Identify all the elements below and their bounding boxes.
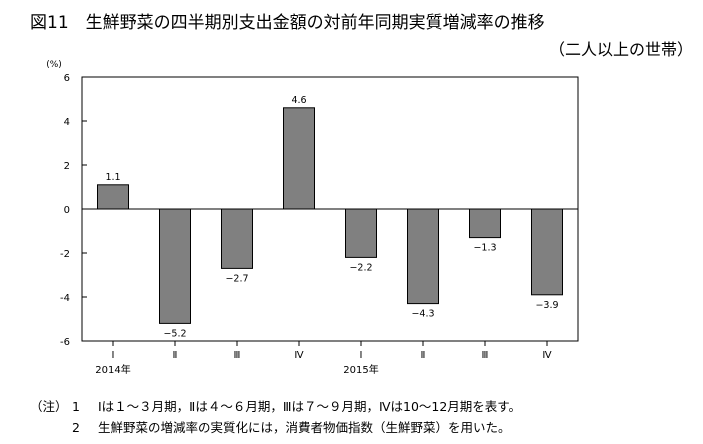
chart-subtitle: （二人以上の世帯） (548, 40, 693, 59)
bar (221, 208, 253, 269)
y-tick-label: 4 (64, 117, 70, 128)
y-unit-label: (%) (46, 60, 62, 70)
data-label: −2.7 (225, 273, 248, 284)
data-label: −1.3 (473, 243, 496, 254)
x-tick-label: Ⅳ (542, 350, 552, 361)
x-tick-label: Ⅱ (421, 350, 426, 361)
note-text: 生鮮野菜の増減率の実質化には，消費者物価指数（生鮮野菜）を用いた。 (98, 420, 511, 435)
y-tick-label: -6 (60, 337, 70, 348)
data-label: −3.9 (535, 300, 558, 311)
notes: （注） 1 Ⅰは１～３月期，Ⅱは４～６月期，Ⅲは７～９月期，Ⅳは10～12月期を表す… (30, 396, 521, 438)
chart-title: 図11 生鮮野菜の四半期別支出金額の対前年同期実質増減率の推移 (30, 13, 545, 33)
bar-chart: 6 4 2 0 -2 -4 -6 (%) 1.1 Ⅰ −5.2 Ⅱ −2.7 Ⅲ 4.6 Ⅳ −2.2 Ⅰ −4.3… (46, 60, 579, 376)
data-label: −2.2 (349, 262, 372, 273)
data-label: 1.1 (105, 172, 120, 183)
bar (531, 208, 563, 296)
bar (407, 208, 439, 305)
y-tick-label: 6 (64, 73, 70, 84)
y-tick-label: 0 (64, 205, 70, 216)
note-number: 1 (72, 399, 80, 414)
bar (345, 208, 377, 258)
x-tick-label: Ⅰ (112, 350, 115, 361)
x-tick-label: Ⅰ (360, 350, 363, 361)
note-number: 2 (72, 420, 80, 435)
y-tick-label: 2 (64, 161, 70, 172)
y-tick-label: -2 (60, 249, 70, 260)
bar (283, 107, 315, 210)
year-label: 2014年 (95, 363, 130, 376)
x-tick-label: Ⅱ (173, 350, 178, 361)
bar (97, 184, 129, 210)
y-tick-label: -4 (60, 293, 70, 304)
x-tick-label: Ⅳ (294, 350, 304, 361)
x-tick-label: Ⅲ (234, 350, 241, 361)
x-tick-label: Ⅲ (482, 350, 489, 361)
note-row-1: （注） 1 Ⅰは１～３月期，Ⅱは４～６月期，Ⅲは７～９月期，Ⅳは10～12月期を表す… (30, 396, 521, 417)
bar (469, 208, 501, 239)
data-label: −4.3 (411, 309, 434, 320)
data-label: −5.2 (163, 328, 186, 339)
data-label: 4.6 (291, 95, 306, 106)
note-row-2: 2 生鮮野菜の増減率の実質化には，消費者物価指数（生鮮野菜）を用いた。 (30, 417, 521, 438)
note-prefix: （注） (30, 399, 68, 414)
note-text: Ⅰは１～３月期，Ⅱは４～６月期，Ⅲは７～９月期，Ⅳは10～12月期を表す。 (98, 399, 522, 414)
bar (159, 208, 191, 324)
year-label: 2015年 (343, 363, 378, 376)
